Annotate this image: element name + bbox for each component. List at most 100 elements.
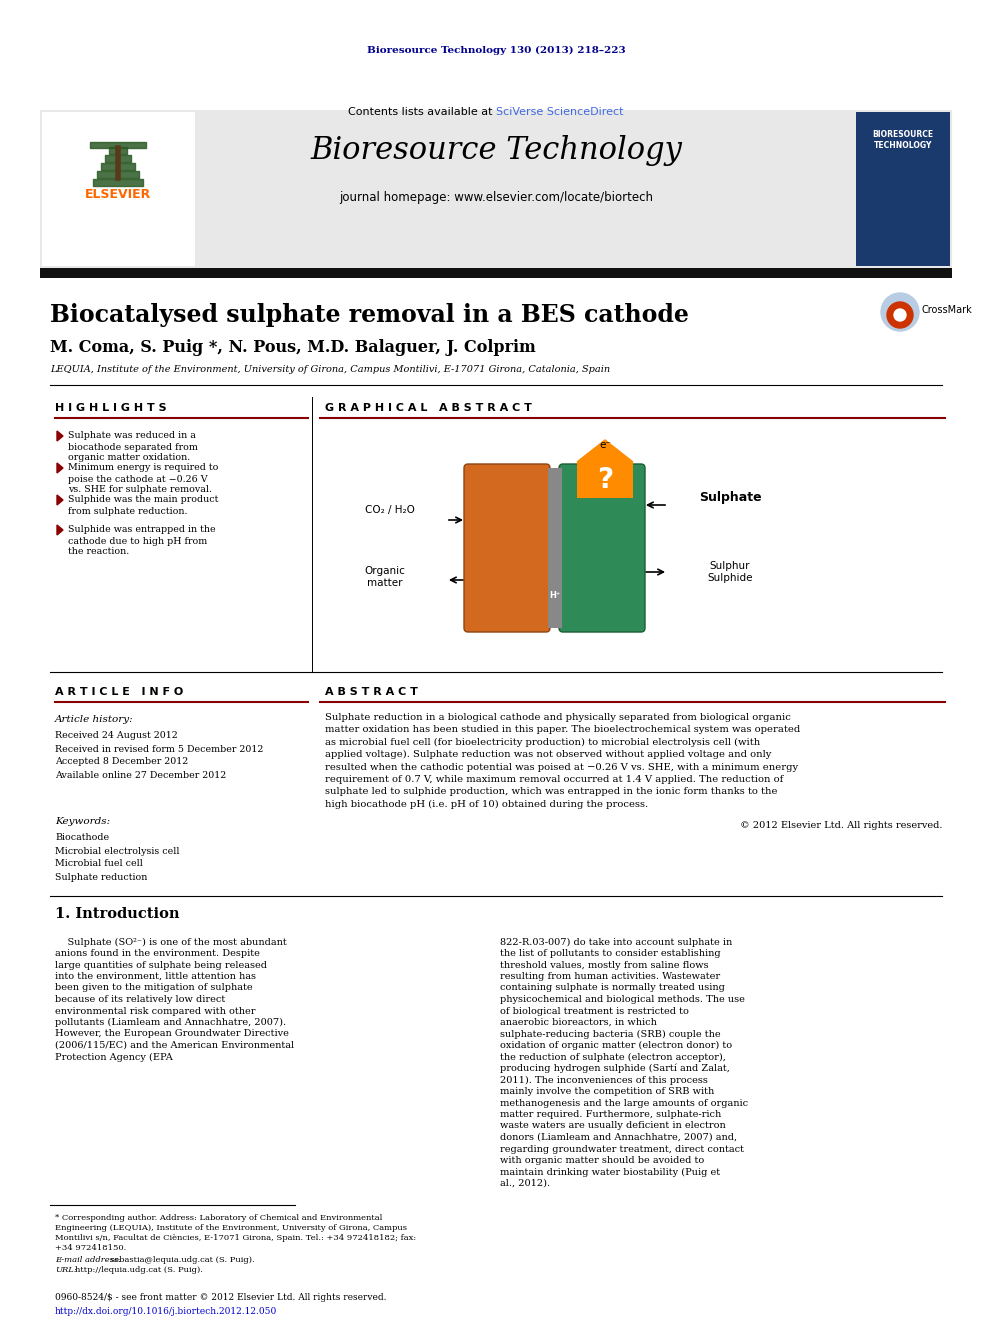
Text: * Corresponding author. Address: Laboratory of Chemical and Environmental: * Corresponding author. Address: Laborat… [55,1215,382,1222]
Text: environmental risk compared with other: environmental risk compared with other [55,1007,256,1016]
Text: applied voltage). Sulphate reduction was not observed without applied voltage an: applied voltage). Sulphate reduction was… [325,750,772,759]
Text: However, the European Groundwater Directive: However, the European Groundwater Direct… [55,1029,289,1039]
Text: Engineering (LEQUIA), Institute of the Environment, University of Girona, Campus: Engineering (LEQUIA), Institute of the E… [55,1224,407,1232]
Text: physicochemical and biological methods. The use: physicochemical and biological methods. … [500,995,745,1004]
Text: e⁻: e⁻ [599,441,611,450]
Text: cathode due to high pH from: cathode due to high pH from [68,537,207,545]
Text: LEQUIA, Institute of the Environment, University of Girona, Campus Montilivi, E-: LEQUIA, Institute of the Environment, Un… [50,365,610,374]
Text: (2006/115/EC) and the American Environmental: (2006/115/EC) and the American Environme… [55,1041,294,1050]
Text: Sulphate was reduced in a: Sulphate was reduced in a [68,431,195,441]
Text: BIORESOURCE
TECHNOLOGY: BIORESOURCE TECHNOLOGY [872,130,933,151]
Text: H I G H L I G H T S: H I G H L I G H T S [55,404,167,413]
Circle shape [887,302,913,328]
Text: Sulphate reduction: Sulphate reduction [55,872,148,881]
Text: Sulphur
Sulphide: Sulphur Sulphide [707,561,753,583]
Text: the list of pollutants to consider establishing: the list of pollutants to consider estab… [500,949,720,958]
Text: matter oxidation has been studied in this paper. The bioelectrochemical system w: matter oxidation has been studied in thi… [325,725,801,734]
Text: Bioresource Technology: Bioresource Technology [310,135,682,165]
Text: CrossMark: CrossMark [922,306,973,315]
Text: large quantities of sulphate being released: large quantities of sulphate being relea… [55,960,267,970]
Text: A R T I C L E   I N F O: A R T I C L E I N F O [55,687,184,697]
Text: al., 2012).: al., 2012). [500,1179,551,1188]
Text: Biocatalysed sulphate removal in a BES cathode: Biocatalysed sulphate removal in a BES c… [50,303,688,327]
FancyBboxPatch shape [559,464,645,632]
Text: Minimum energy is required to: Minimum energy is required to [68,463,218,472]
Text: Microbial fuel cell: Microbial fuel cell [55,860,143,868]
FancyBboxPatch shape [464,464,550,632]
Text: waste waters are usually deficient in electron: waste waters are usually deficient in el… [500,1122,726,1130]
Text: Available online 27 December 2012: Available online 27 December 2012 [55,770,226,779]
FancyBboxPatch shape [40,110,952,269]
Text: 1. Introduction: 1. Introduction [55,908,180,921]
Text: http://dx.doi.org/10.1016/j.biortech.2012.12.050: http://dx.doi.org/10.1016/j.biortech.201… [55,1307,277,1315]
Text: ELSEVIER: ELSEVIER [85,188,151,201]
Text: anions found in the environment. Despite: anions found in the environment. Despite [55,949,260,958]
Text: methanogenesis and the large amounts of organic: methanogenesis and the large amounts of … [500,1098,748,1107]
Text: Sulphide was entrapped in the: Sulphide was entrapped in the [68,525,215,534]
Text: sulphate led to sulphide production, which was entrapped in the ionic form thank: sulphate led to sulphide production, whi… [325,787,778,796]
Text: journal homepage: www.elsevier.com/locate/biortech: journal homepage: www.elsevier.com/locat… [339,192,653,205]
FancyBboxPatch shape [40,269,952,278]
Text: organic matter oxidation.: organic matter oxidation. [68,454,190,463]
Text: into the environment, little attention has: into the environment, little attention h… [55,972,256,980]
Circle shape [894,310,906,321]
Polygon shape [57,463,63,474]
Text: regarding groundwater treatment, direct contact: regarding groundwater treatment, direct … [500,1144,744,1154]
Text: Keywords:: Keywords: [55,818,110,827]
Text: E-mail address:: E-mail address: [55,1256,121,1263]
Text: Biocatalytic
cathode: Biocatalytic cathode [592,519,612,578]
Text: sebastia@lequia.udg.cat (S. Puig).: sebastia@lequia.udg.cat (S. Puig). [110,1256,255,1263]
Text: producing hydrogen sulphide (Sartí and Zalat,: producing hydrogen sulphide (Sartí and Z… [500,1064,730,1073]
Text: maintain drinking water biostability (Puig et: maintain drinking water biostability (Pu… [500,1167,720,1176]
Polygon shape [577,441,633,462]
Text: A B S T R A C T: A B S T R A C T [325,687,418,697]
Text: Contents lists available at: Contents lists available at [348,107,496,116]
Text: with organic matter should be avoided to: with organic matter should be avoided to [500,1156,704,1166]
Text: Sulphide was the main product: Sulphide was the main product [68,496,218,504]
Text: oxidation of organic matter (electron donor) to: oxidation of organic matter (electron do… [500,1041,732,1050]
Circle shape [881,292,919,331]
Text: the reduction of sulphate (electron acceptor),: the reduction of sulphate (electron acce… [500,1052,726,1061]
Text: mainly involve the competition of SRB with: mainly involve the competition of SRB wi… [500,1088,714,1095]
Polygon shape [57,431,63,441]
Text: 822-R.03-007) do take into account sulphate in: 822-R.03-007) do take into account sulph… [500,938,732,946]
Text: of biological treatment is restricted to: of biological treatment is restricted to [500,1007,688,1016]
Text: threshold values, mostly from saline flows: threshold values, mostly from saline flo… [500,960,708,970]
Text: membrane: membrane [551,527,559,569]
Text: matter required. Furthermore, sulphate-rich: matter required. Furthermore, sulphate-r… [500,1110,721,1119]
Text: +34 972418150.: +34 972418150. [55,1244,126,1252]
Text: Protection Agency (EPA: Protection Agency (EPA [55,1052,173,1061]
Text: http://lequia.udg.cat (S. Puig).: http://lequia.udg.cat (S. Puig). [75,1266,203,1274]
Text: biocathode separated from: biocathode separated from [68,442,197,451]
Text: Received 24 August 2012: Received 24 August 2012 [55,732,178,741]
Text: from sulphate reduction.: from sulphate reduction. [68,507,187,516]
Text: SciVerse ScienceDirect: SciVerse ScienceDirect [496,107,624,116]
Text: containing sulphate is normally treated using: containing sulphate is normally treated … [500,983,725,992]
Text: because of its relatively low direct: because of its relatively low direct [55,995,225,1004]
Text: sulphate-reducing bacteria (SRB) couple the: sulphate-reducing bacteria (SRB) couple … [500,1029,720,1039]
Text: Received in revised form 5 December 2012: Received in revised form 5 December 2012 [55,745,263,754]
Text: resulted when the cathodic potential was poised at −0.26 V vs. SHE, with a minim: resulted when the cathodic potential was… [325,762,799,771]
FancyBboxPatch shape [548,468,562,628]
FancyBboxPatch shape [42,112,195,266]
Text: 2011). The inconveniences of this process: 2011). The inconveniences of this proces… [500,1076,708,1085]
FancyBboxPatch shape [577,462,633,497]
Text: URL:: URL: [55,1266,76,1274]
Text: Bioresource Technology 130 (2013) 218–223: Bioresource Technology 130 (2013) 218–22… [367,45,625,54]
Text: Microbial electrolysis cell: Microbial electrolysis cell [55,847,180,856]
Text: anaerobic bioreactors, in which: anaerobic bioreactors, in which [500,1017,657,1027]
Text: high biocathode pH (i.e. pH of 10) obtained during the process.: high biocathode pH (i.e. pH of 10) obtai… [325,800,648,810]
Text: as microbial fuel cell (for bioelectricity production) to microbial electrolysis: as microbial fuel cell (for bioelectrici… [325,737,760,746]
Text: requirement of 0.7 V, while maximum removal occurred at 1.4 V applied. The reduc: requirement of 0.7 V, while maximum remo… [325,775,784,785]
Text: Organic
matter: Organic matter [365,566,406,587]
Text: 0960-8524/$ - see front matter © 2012 Elsevier Ltd. All rights reserved.: 0960-8524/$ - see front matter © 2012 El… [55,1294,387,1303]
Text: Accepted 8 December 2012: Accepted 8 December 2012 [55,758,188,766]
Text: H⁺: H⁺ [550,591,560,601]
Text: Sulphate: Sulphate [698,491,761,504]
Text: ?: ? [597,466,613,493]
Text: vs. SHE for sulphate removal.: vs. SHE for sulphate removal. [68,486,212,495]
Text: poise the cathode at −0.26 V: poise the cathode at −0.26 V [68,475,207,483]
Text: Sulphate (SO²⁻) is one of the most abundant: Sulphate (SO²⁻) is one of the most abund… [55,938,287,946]
Text: pollutants (Liamleam and Annachhatre, 2007).: pollutants (Liamleam and Annachhatre, 20… [55,1017,286,1027]
Polygon shape [57,495,63,505]
